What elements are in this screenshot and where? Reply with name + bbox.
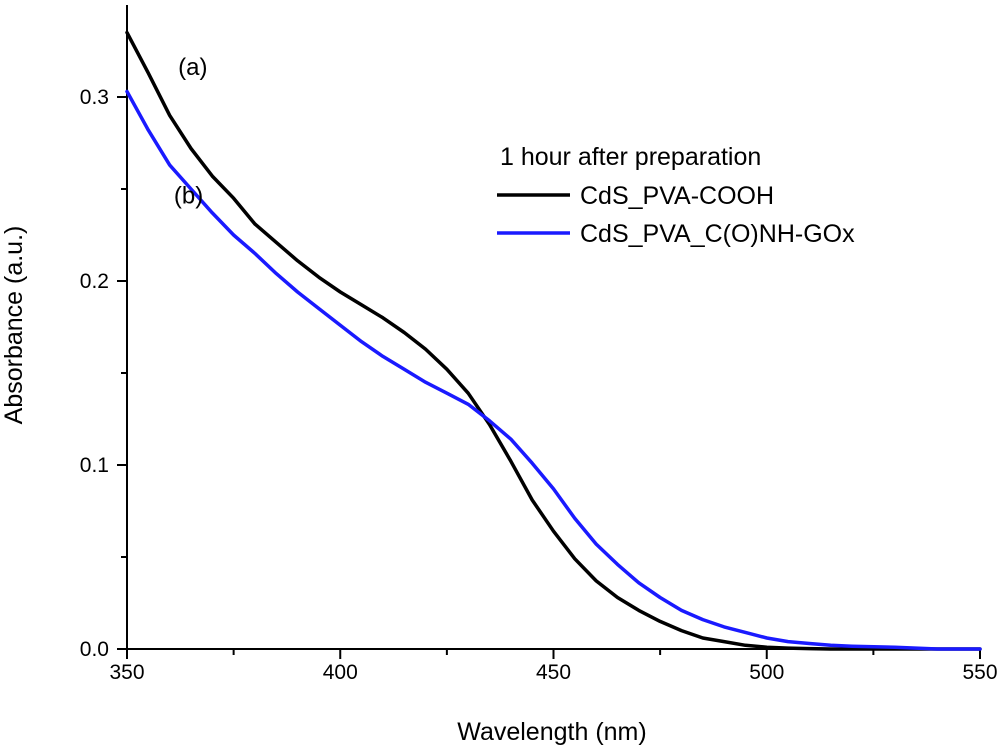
y-tick-label: 0.1 [80, 454, 109, 477]
x-tick-label: 500 [749, 661, 784, 684]
legend-label: CdS_PVA_C(O)NH-GOx [580, 220, 855, 248]
legend-title: 1 hour after preparation [500, 143, 761, 171]
annotations: (a) (b) [174, 54, 208, 210]
axes [126, 5, 980, 650]
legend: 1 hour after preparation CdS_PVA-COOH CdS_… [497, 143, 855, 248]
y-tick-label: 0.2 [80, 270, 109, 293]
x-tick-label: 350 [109, 661, 144, 684]
axis-ticks: 350 400 450 500 550 0.0 0.1 0.2 0.3 [80, 86, 998, 684]
curve-annotation: (b) [174, 183, 203, 210]
legend-label: CdS_PVA-COOH [580, 182, 774, 210]
x-axis-title: Wavelength (nm) [457, 718, 646, 746]
series-layer [125, 30, 982, 651]
y-tick-label: 0.3 [80, 86, 109, 109]
y-axis-title: Absorbance (a.u.) [0, 226, 28, 425]
x-tick-label: 550 [962, 661, 997, 684]
y-tick-label: 0.0 [80, 638, 109, 661]
x-tick-label: 400 [323, 661, 358, 684]
x-tick-label: 450 [536, 661, 571, 684]
series-line-cds-pva-gox [125, 89, 982, 651]
series-line-cds-pva-cooh [125, 30, 982, 651]
curve-annotation: (a) [178, 54, 207, 81]
